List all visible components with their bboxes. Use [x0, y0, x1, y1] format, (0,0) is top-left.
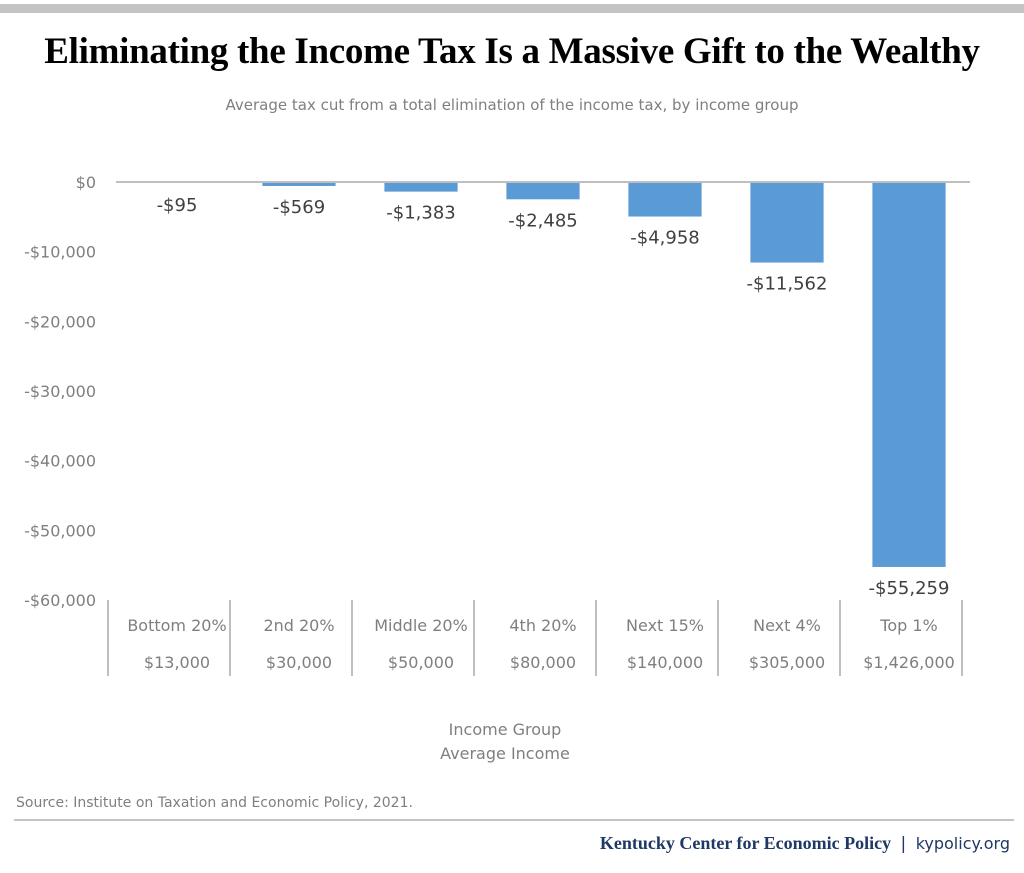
- x-category-label: 2nd 20%: [263, 616, 334, 635]
- y-tick-label: $0: [76, 173, 96, 192]
- top-rule: [0, 4, 1024, 13]
- x-axis-title: Average Income: [440, 744, 570, 763]
- x-income-label: $50,000: [388, 653, 454, 672]
- x-income-label: $80,000: [510, 653, 576, 672]
- x-income-label: $1,426,000: [863, 653, 955, 672]
- y-tick-label: -$40,000: [24, 452, 96, 471]
- bar-next-15-: [628, 182, 702, 217]
- site-link[interactable]: kypolicy.org: [915, 834, 1010, 853]
- x-income-label: $13,000: [144, 653, 210, 672]
- data-label: -$1,383: [386, 203, 455, 224]
- x-category-label: Next 4%: [753, 616, 821, 635]
- org-name: Kentucky Center for Economic Policy: [599, 833, 892, 853]
- data-label: -$569: [273, 197, 325, 218]
- y-tick-label: -$50,000: [24, 521, 96, 540]
- data-label: -$11,562: [747, 274, 828, 295]
- bar-middle-20-: [384, 182, 458, 192]
- x-income-label: $305,000: [749, 653, 825, 672]
- data-label: -$95: [157, 195, 198, 216]
- bar-top-1-: [872, 182, 946, 567]
- source-note: Source: Institute on Taxation and Econom…: [16, 795, 413, 811]
- x-category-label: Bottom 20%: [127, 616, 226, 635]
- footer-credit: Kentucky Center for Economic Policy | ky…: [600, 833, 1010, 854]
- y-tick-label: -$10,000: [24, 243, 96, 262]
- footer-separator: |: [900, 834, 907, 854]
- x-income-label: $140,000: [627, 653, 703, 672]
- x-category-label: Top 1%: [879, 616, 937, 635]
- y-tick-label: -$20,000: [24, 312, 96, 331]
- data-label: -$4,958: [630, 228, 699, 249]
- x-category-label: Middle 20%: [374, 616, 468, 635]
- x-axis-title: Income Group: [449, 720, 562, 739]
- data-label: -$55,259: [869, 578, 950, 599]
- y-tick-label: -$60,000: [24, 591, 96, 610]
- data-label: -$2,485: [508, 210, 577, 231]
- x-income-label: $30,000: [266, 653, 332, 672]
- bar-2nd-20-: [262, 182, 336, 186]
- footer-rule: [14, 819, 1014, 821]
- x-category-label: Next 15%: [626, 616, 704, 635]
- y-tick-label: -$30,000: [24, 382, 96, 401]
- x-category-label: 4th 20%: [509, 616, 576, 635]
- chart-subtitle: Average tax cut from a total elimination…: [225, 96, 799, 114]
- bar-4th-20-: [506, 182, 580, 200]
- chart-title: Eliminating the Income Tax Is a Massive …: [44, 31, 980, 72]
- bar-next-4-: [750, 182, 824, 263]
- bar-chart: $0 -$10,000 -$20,000 -$30,000 -$40,000 -$50,0…: [24, 173, 970, 763]
